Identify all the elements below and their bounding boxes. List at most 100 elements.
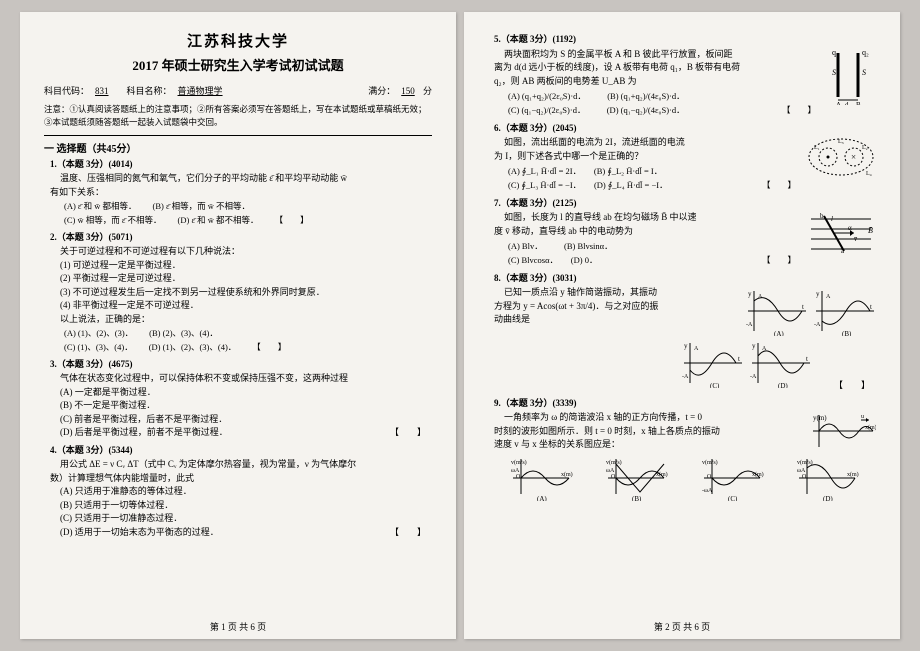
q2-s3: (3) 不可逆过程发生后一定找不到另一过程使系统和外界同时复原． bbox=[60, 286, 432, 300]
q3-body: 气体在状态变化过程中，可以保持体积不变或保持压强不变，这两种过程 bbox=[60, 372, 432, 386]
q4-bracket: 【 】 bbox=[390, 526, 426, 540]
footer-2: 第 2 页 共 6 页 bbox=[464, 620, 900, 633]
svg-text:x(m): x(m) bbox=[561, 471, 573, 478]
q6-d: (D) ∮_L₄ H̄·dl̄ = −I． bbox=[594, 180, 668, 190]
svg-text:v(m/s): v(m/s) bbox=[702, 459, 718, 466]
question-5: 5.（本题 3分）(1192) 两块面积均为 S 的金属平板 A 和 B 彼此平… bbox=[494, 33, 876, 118]
q7-b2: 度 v̄ 移动，直导线 ab 中的电动势为 bbox=[494, 225, 802, 239]
svg-text:(D): (D) bbox=[778, 382, 788, 388]
svg-text:x(m): x(m) bbox=[865, 424, 876, 431]
q9-b2: 时刻的波形如图所示．则 t = 0 时刻，x 轴上各质点的振动 bbox=[494, 425, 805, 439]
q6-b: (B) ∮_L₂ H̄·dl̄ = I． bbox=[594, 166, 662, 176]
q8-b2: 方程为 y = Acos(ωt + 3π/4)．与之对应的振 bbox=[494, 300, 740, 314]
q2-a: (A) (1)、(2)、(3)． bbox=[64, 327, 133, 340]
q6-b2: 为 I，则下述各式中哪一个是正确的？ bbox=[494, 150, 802, 164]
svg-text:-A: -A bbox=[746, 322, 753, 328]
svg-text:(A): (A) bbox=[537, 495, 547, 501]
svg-text:A: A bbox=[762, 346, 767, 352]
q4-c: (C) 只适用于一切准静态过程． bbox=[60, 512, 432, 526]
svg-text:d: d bbox=[845, 101, 849, 105]
svg-text:t: t bbox=[870, 303, 872, 311]
page-2: 5.（本题 3分）(1192) 两块面积均为 S 的金属平板 A 和 B 彼此平… bbox=[464, 12, 900, 639]
q2-s2: (2) 平衡过程一定是可逆过程． bbox=[60, 272, 432, 286]
q1-bracket: 【 】 bbox=[275, 214, 309, 227]
q5-a: (A) (q₁+q₂)/(2ε₀S)·d． bbox=[508, 91, 582, 101]
svg-text:x(m): x(m) bbox=[752, 471, 764, 478]
svg-text:L₁: L₁ bbox=[814, 145, 820, 151]
q6-opts: (A) ∮_L₁ H̄·dl̄ = 2I． (B) ∮_L₂ H̄·dl̄ = … bbox=[508, 165, 802, 192]
q7-d: (D) 0． bbox=[571, 255, 598, 265]
q4-b2: 数）计算理想气体内能增量时，此式 bbox=[50, 472, 432, 486]
q5-figure: q₁q₂SSdAB bbox=[826, 33, 876, 118]
q6-figure: ×L₁L₂L₃L₄ bbox=[806, 122, 876, 193]
score-val: 150 bbox=[395, 86, 421, 96]
q5-b1: 两块面积均为 S 的金属平板 A 和 B 彼此平行放置，板间距 bbox=[504, 48, 822, 62]
svg-text:(C): (C) bbox=[728, 495, 738, 501]
svg-text:(B): (B) bbox=[632, 495, 642, 501]
q5-b: (B) (q₁+q₂)/(4ε₀S)·d． bbox=[607, 91, 684, 101]
q2-s4: (4) 非平衡过程一定是不可逆过程． bbox=[60, 299, 432, 313]
q9-options-figs: v(m/s)ωAx(m)O(A) v(m/s)ωAx(m)O(B) v(m/s)… bbox=[494, 456, 876, 501]
code-val: 831 bbox=[89, 86, 115, 96]
svg-text:t: t bbox=[738, 355, 740, 363]
q6-head: 6.（本题 3分）(2045) bbox=[494, 122, 802, 136]
q4-a: (A) 只适用于准静态的等体过程． bbox=[60, 485, 432, 499]
svg-text:v(m/s): v(m/s) bbox=[606, 459, 622, 466]
svg-text:O: O bbox=[802, 474, 807, 480]
svg-text:-A: -A bbox=[814, 322, 821, 328]
q1-opts2: (C) w̄ 相等，而 ε̄ 不相等． (D) ε̄ 和 w̄ 都不相等． 【 … bbox=[64, 214, 432, 227]
q2-opts: (A) (1)、(2)、(3)． (B) (2)、(3)、(4)． bbox=[64, 327, 432, 340]
q5-bracket: 【 】 bbox=[782, 104, 816, 117]
svg-text:A: A bbox=[758, 294, 763, 300]
svg-text:B̄: B̄ bbox=[868, 226, 873, 235]
q7-opts: (A) Blv． (B) Blvsinα． (C) Blvcosα． (D) 0… bbox=[508, 240, 802, 267]
q8-b1: 已知一质点沿 y 轴作简谐振动，其振动 bbox=[504, 286, 740, 300]
section-1-head: 一 选择题（共45分） bbox=[44, 140, 432, 155]
footer-1: 第 1 页 共 6 页 bbox=[20, 620, 456, 633]
q8-b3: 动曲线是 bbox=[494, 313, 740, 327]
svg-text:-ωA: -ωA bbox=[702, 488, 713, 494]
svg-text:v(m/s): v(m/s) bbox=[797, 459, 813, 466]
svg-text:A: A bbox=[694, 346, 699, 352]
exam-title: 2017 年硕士研究生入学考试初试试题 bbox=[44, 55, 432, 74]
svg-text:-A: -A bbox=[682, 374, 689, 380]
q3-a: (A) 一定都是平衡过程． bbox=[60, 386, 432, 400]
svg-text:y: y bbox=[752, 342, 756, 350]
svg-text:x(m): x(m) bbox=[847, 471, 859, 478]
q2-head: 2.（本题 3分）(5071) bbox=[50, 231, 432, 245]
q4-b: (B) 只适用于一切等体过程． bbox=[60, 499, 432, 513]
svg-text:-A: -A bbox=[750, 374, 757, 380]
name-val: 普通物理学 bbox=[172, 86, 229, 96]
q6-b1: 如图，流出纸面的电流为 2I，流进纸面的电流 bbox=[504, 136, 802, 150]
q3-d: (D) 后者是平衡过程，前者不是平衡过程． bbox=[60, 427, 228, 437]
svg-text:S: S bbox=[832, 68, 836, 77]
svg-text:y: y bbox=[748, 290, 752, 298]
question-2: 2.（本题 3分）(5071) 关于可逆过程和不可逆过程有以下几种说法： (1)… bbox=[50, 231, 432, 354]
q7-b1: 如图，长度为 l 的直导线 ab 在均匀磁场 B̄ 中以速 bbox=[504, 211, 802, 225]
q4-b1: 用公式 ΔE = ν Cᵥ ΔT（式中 Cᵥ 为定体摩尔热容量，视为常量，ν 为… bbox=[60, 458, 432, 472]
svg-text:(B): (B) bbox=[842, 330, 852, 336]
divider bbox=[44, 135, 432, 136]
q2-d: (D) (1)、(2)、(3)、(4)． bbox=[149, 341, 237, 354]
notes: 注意：①认真阅读答题纸上的注意事项；②所有答案必须写在答题纸上，写在本试题纸或草… bbox=[44, 103, 432, 129]
question-7: 7.（本题 3分）(2125) 如图，长度为 l 的直导线 ab 在均匀磁场 B… bbox=[494, 197, 876, 268]
q1-body2: 有如下关系： bbox=[50, 186, 432, 200]
q5-b3: q₂，则 AB 两板间的电势差 U_AB 为 bbox=[494, 75, 822, 89]
svg-text:t: t bbox=[802, 303, 804, 311]
q3-b: (B) 不一定是平衡过程． bbox=[60, 399, 432, 413]
university-name: 江苏科技大学 bbox=[44, 30, 432, 51]
q2-opts2: (C) (1)、(3)、(4)． (D) (1)、(2)、(3)、(4)． 【 … bbox=[64, 341, 432, 354]
q5-c: (C) (q₁−q₂)/(2ε₀S)·d． bbox=[508, 105, 581, 115]
q2-s5: 以上说法，正确的是： bbox=[60, 313, 432, 327]
name-label: 科目名称： bbox=[127, 86, 172, 96]
svg-text:u: u bbox=[861, 414, 864, 420]
svg-text:q₂: q₂ bbox=[862, 48, 869, 57]
svg-text:×: × bbox=[851, 152, 856, 162]
q8-bracket: 【 】 bbox=[834, 380, 870, 390]
question-4: 4.（本题 3分）(5344) 用公式 ΔE = ν Cᵥ ΔT（式中 Cᵥ 为… bbox=[50, 444, 432, 540]
q6-bracket: 【 】 bbox=[762, 179, 796, 192]
q9-wave-icon: y(m)x(m)u bbox=[811, 411, 876, 452]
svg-text:(A): (A) bbox=[774, 330, 784, 336]
q2-c: (C) (1)、(3)、(4)． bbox=[64, 341, 133, 354]
question-6: 6.（本题 3分）(2045) 如图，流出纸面的电流为 2I，流进纸面的电流 为… bbox=[494, 122, 876, 193]
